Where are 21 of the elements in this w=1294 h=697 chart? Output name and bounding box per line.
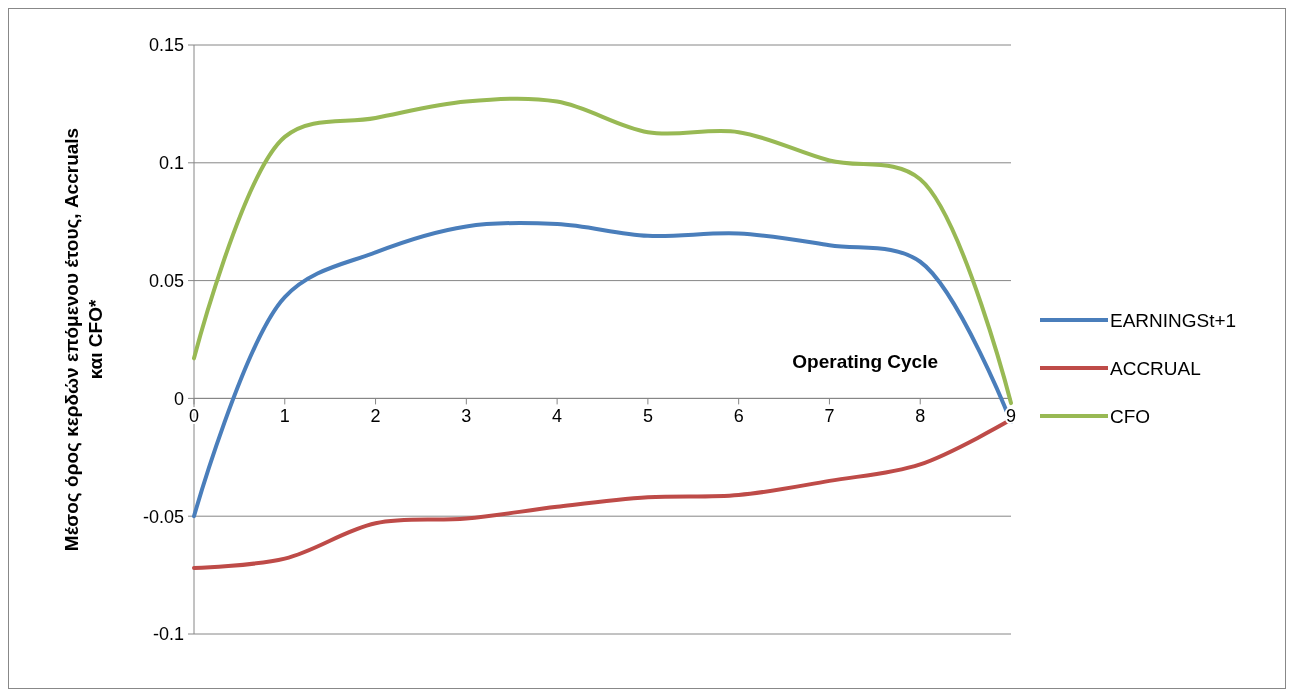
legend-label: EARNINGSt+1 — [1110, 309, 1237, 331]
x-tick-label: 2 — [370, 406, 381, 427]
legend-label: CFO — [1110, 405, 1151, 427]
x-tick-label: 3 — [461, 406, 472, 427]
legend-label: ACCRUAL — [1110, 357, 1201, 379]
x-tick-label: 9 — [1005, 406, 1017, 427]
x-tick-label: 7 — [824, 406, 835, 427]
x-tick-label: 4 — [552, 406, 563, 427]
y-tick-label: -0.05 — [142, 506, 184, 527]
y-tick-label: 0.15 — [148, 35, 184, 56]
x-tick-label: 0 — [188, 406, 200, 427]
x-tick-label: 6 — [733, 406, 744, 427]
y-tick-label: -0.1 — [152, 624, 184, 645]
y-tick-label: 0 — [173, 388, 184, 409]
x-tick-label: 5 — [642, 406, 653, 427]
y-axis-title: Μέσος όρος κερδών επόμενου έτους, Accruals και CFO* — [61, 127, 106, 552]
x-axis-title: Operating Cycle — [792, 351, 938, 373]
x-tick-label: 1 — [279, 406, 290, 427]
x-tick-label: 8 — [915, 406, 926, 427]
y-tick-label: 0.05 — [148, 270, 184, 291]
y-tick-label: 0.1 — [158, 153, 184, 174]
